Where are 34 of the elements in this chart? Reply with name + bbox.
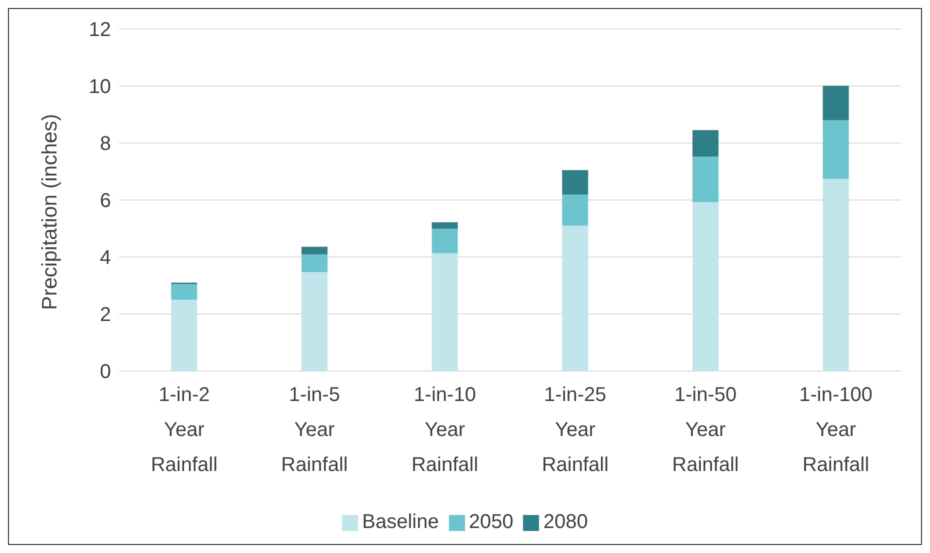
x-tick-label: 1-in-2 Year Rainfall <box>150 384 218 476</box>
y-axis-title: Precipitation (inches) <box>38 114 62 310</box>
bar <box>562 226 588 371</box>
y-tick-label: 6 <box>100 190 111 212</box>
bar <box>692 202 718 371</box>
bar <box>301 246 328 254</box>
x-tick-label: 1-in-50 Year Rainfall <box>672 384 739 476</box>
bar <box>822 86 849 120</box>
y-tick-label: 10 <box>88 76 111 98</box>
bar <box>822 120 849 179</box>
legend-label: Baseline <box>362 511 439 533</box>
bar <box>171 284 198 300</box>
legend-label: 2050 <box>468 511 514 533</box>
bar <box>692 130 718 157</box>
bar <box>301 254 328 272</box>
y-tick-label: 8 <box>100 133 111 156</box>
bar <box>562 170 588 195</box>
y-tick-label: 12 <box>88 19 111 42</box>
bar <box>692 156 718 202</box>
bar <box>171 300 198 371</box>
y-tick-label: 2 <box>100 304 111 326</box>
x-tick-label: 1-in-5 Year Rainfall <box>281 384 348 476</box>
bar <box>432 222 458 229</box>
bar <box>562 194 588 226</box>
x-tick-label: 1-in-25 Year Rainfall <box>542 384 609 476</box>
y-tick-label: 4 <box>100 247 111 270</box>
x-tick-label: 1-in-100 Year Rainfall <box>799 384 873 476</box>
bar <box>301 272 328 371</box>
bar <box>432 228 458 254</box>
y-tick-label: 0 <box>100 361 111 384</box>
bar <box>432 253 458 371</box>
legend-label: 2080 <box>543 511 588 533</box>
x-tick-label: 1-in-10 Year Rainfall <box>411 384 478 476</box>
bar <box>822 178 849 371</box>
